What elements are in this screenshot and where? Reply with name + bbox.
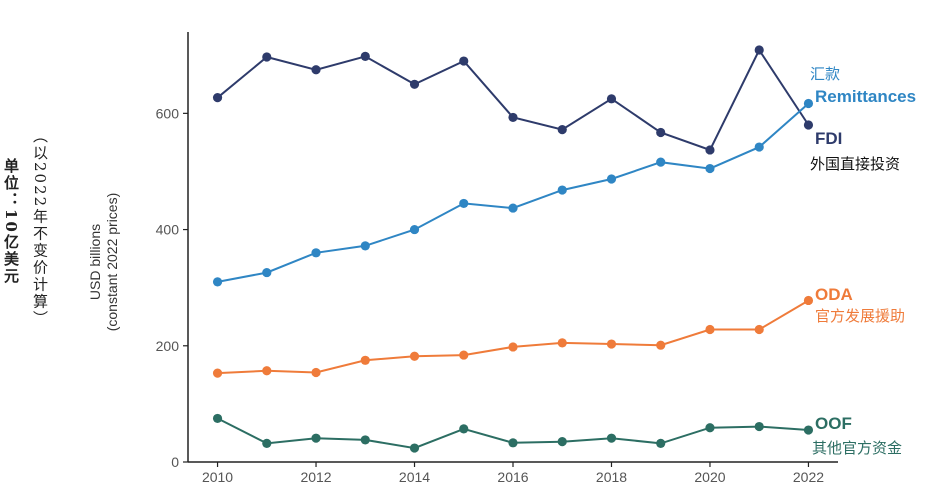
- data-point-fdi: [606, 94, 617, 104]
- data-point-remittances: [508, 203, 518, 213]
- x-tick-label: 2010: [202, 469, 233, 485]
- x-tick-label: 2022: [793, 469, 824, 485]
- data-point-oof: [508, 438, 518, 448]
- series-line-oda: [217, 299, 810, 375]
- y-tick-label: 600: [156, 105, 180, 121]
- data-point-oda: [459, 350, 469, 360]
- data-point-fdi: [705, 145, 715, 155]
- series-label-zh-fdi: 外国直接投资: [810, 155, 900, 173]
- data-point-oof: [212, 413, 223, 424]
- data-point-remittances: [360, 241, 370, 251]
- data-point-fdi: [262, 52, 272, 62]
- data-point-fdi: [459, 56, 469, 66]
- data-point-oda: [754, 324, 764, 335]
- data-point-oof: [803, 425, 814, 435]
- data-point-remittances: [705, 163, 715, 174]
- data-point-fdi: [311, 65, 321, 75]
- data-point-oof: [360, 435, 370, 445]
- data-point-remittances: [803, 98, 814, 109]
- y-tick-label: 400: [156, 222, 180, 238]
- data-point-oda: [656, 340, 666, 350]
- data-point-oda: [409, 351, 420, 361]
- data-point-fdi: [360, 51, 370, 62]
- data-point-fdi: [409, 79, 420, 89]
- data-point-fdi: [656, 127, 666, 138]
- data-point-remittances: [409, 224, 420, 235]
- series-label-fdi: FDI: [815, 129, 842, 148]
- unit-label: 单位：10亿美元: [2, 158, 20, 285]
- data-point-remittances: [557, 185, 567, 195]
- data-point-oof: [459, 424, 469, 434]
- data-point-oda: [705, 324, 715, 335]
- data-point-fdi: [557, 125, 567, 135]
- data-point-fdi: [803, 120, 814, 130]
- y-tick-label: 0: [171, 454, 179, 470]
- x-tick-label: 2016: [497, 469, 528, 485]
- data-point-oda: [311, 367, 321, 378]
- x-tick-label: 2012: [300, 469, 331, 485]
- data-point-oda: [803, 295, 814, 306]
- series-label-oda: ODA: [815, 285, 853, 304]
- data-point-oof: [557, 437, 567, 447]
- x-tick-label: 2018: [596, 469, 627, 485]
- series-label-zh-oof: 其他官方资金: [812, 439, 902, 457]
- data-point-remittances: [311, 248, 321, 258]
- data-point-oda: [508, 342, 518, 352]
- data-point-oof: [311, 433, 321, 443]
- data-point-oda: [262, 366, 272, 376]
- data-point-oda: [557, 338, 567, 348]
- data-point-oda: [360, 355, 370, 365]
- series-label-oof: OOF: [815, 414, 852, 433]
- series-label-zh-remittances: 汇款: [810, 65, 840, 83]
- y-axis-title: USD billions: [87, 224, 103, 300]
- data-point-oof: [606, 433, 617, 443]
- price-note: （以2022年不变价计算）: [31, 128, 49, 328]
- y-axis-subtitle: (constant 2022 prices): [104, 193, 120, 332]
- data-point-oof: [409, 443, 420, 453]
- data-point-remittances: [212, 277, 223, 287]
- data-point-oda: [606, 339, 617, 349]
- data-point-fdi: [754, 45, 764, 55]
- data-point-oof: [262, 438, 272, 449]
- data-point-remittances: [754, 142, 764, 152]
- y-tick-label: 200: [156, 338, 180, 354]
- data-point-remittances: [656, 157, 666, 167]
- data-point-oof: [754, 421, 764, 432]
- data-point-remittances: [606, 174, 617, 184]
- data-point-fdi: [212, 93, 223, 103]
- data-point-oda: [212, 368, 223, 378]
- x-tick-label: 2014: [399, 469, 430, 485]
- data-point-fdi: [508, 112, 518, 123]
- data-point-oof: [656, 438, 666, 449]
- series-line-fdi: [216, 47, 810, 152]
- data-point-remittances: [262, 267, 272, 278]
- x-tick-label: 2020: [694, 469, 725, 485]
- series-label-zh-oda: 官方发展援助: [815, 307, 905, 325]
- data-point-oof: [705, 423, 715, 433]
- data-point-remittances: [459, 198, 469, 209]
- series-label-remittances: Remittances: [815, 87, 916, 106]
